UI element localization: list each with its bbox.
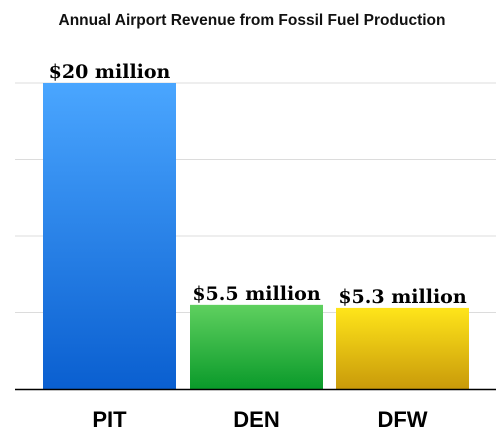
category-label-den: DEN xyxy=(233,407,279,432)
value-labels: $20 million $5.5 million $5.3 million xyxy=(47,60,468,310)
bars xyxy=(43,83,469,389)
bar-pit xyxy=(43,83,176,389)
value-label-pit: $20 million xyxy=(49,61,171,83)
bar-den xyxy=(190,304,323,389)
value-label-dfw: $5.3 million xyxy=(338,286,467,308)
bar-dfw xyxy=(336,307,469,389)
category-label-pit: PIT xyxy=(92,407,127,432)
chart-title: Annual Airport Revenue from Fossil Fuel … xyxy=(59,12,446,29)
category-labels: PIT DEN DFW xyxy=(92,407,427,432)
category-label-dfw: DFW xyxy=(377,407,427,432)
value-label-den: $5.5 million xyxy=(192,283,321,305)
